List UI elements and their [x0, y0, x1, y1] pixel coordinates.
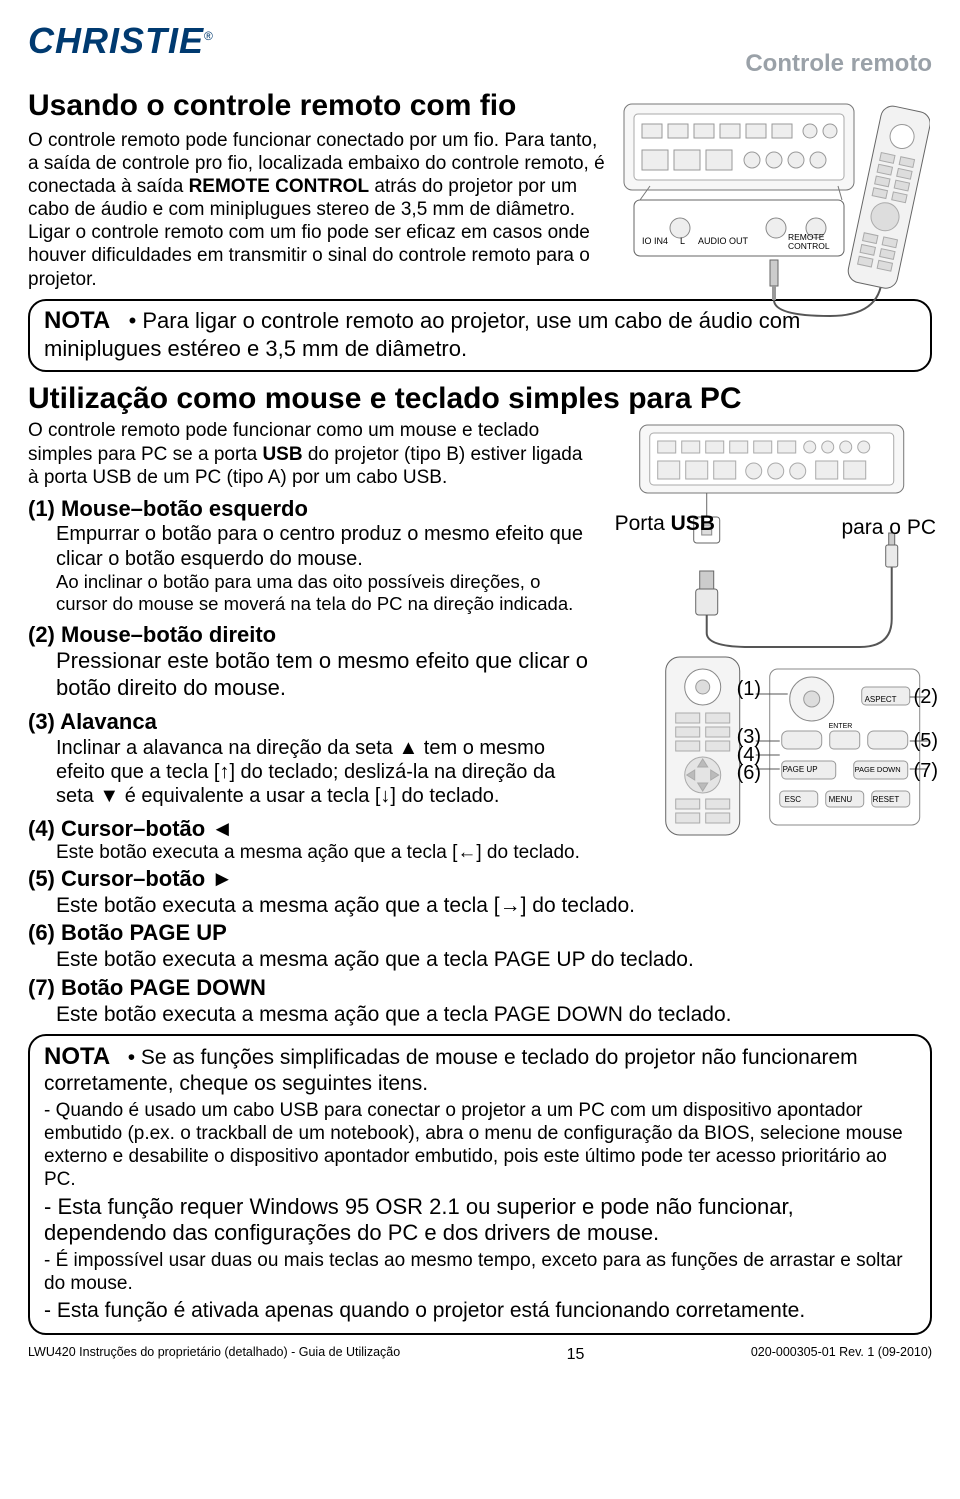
item-5: (5) Cursor–botão ► Este botão executa a … [28, 865, 932, 920]
item-6: (6) Botão PAGE UP Este botão executa a m… [28, 919, 932, 974]
footer-left: LWU420 Instruções do proprietário (detal… [28, 1345, 400, 1365]
keyword-usb: USB [262, 444, 302, 465]
brand-logo: CHRISTIE® [28, 18, 214, 63]
callout-7: (7) [914, 759, 938, 784]
nota2-item-1: - Quando é usado um cabo USB para conect… [44, 1099, 916, 1192]
item-1-head: (1) Mouse–botão esquerdo [28, 495, 597, 523]
diagram-wired-remote: IO IN4 L AUDIO OUT REMOTECONTROL [620, 100, 930, 320]
logo-reg: ® [204, 29, 214, 43]
intro2-paragraph: O controle remoto pode funcionar como um… [28, 419, 597, 489]
item-6-body: Este botão executa a mesma ação que a te… [56, 947, 694, 973]
item-4-body: Este botão executa a mesma ação que a te… [56, 842, 597, 864]
keyword-remote-control: REMOTE CONTROL [189, 176, 370, 197]
intro-paragraph: O controle remoto pode funcionar conecta… [28, 129, 607, 291]
item-2-head: (2) Mouse–botão direito [28, 621, 597, 649]
nota1-label: NOTA [44, 307, 110, 334]
item-1: (1) Mouse–botão esquerdo Empurrar o botã… [28, 495, 597, 615]
item-7-head: (7) Botão PAGE DOWN [28, 975, 266, 1000]
nota2-label: NOTA [44, 1043, 110, 1070]
item-1-body: Empurrar o botão para o centro produz o … [56, 522, 597, 571]
btn-reset: RESET [873, 795, 900, 805]
item-7: (7) Botão PAGE DOWN Este botão executa a… [28, 974, 932, 1029]
page-footer: LWU420 Instruções do proprietário (detal… [28, 1345, 932, 1365]
item-5-head: (5) Cursor–botão ► [28, 866, 233, 891]
label-para-pc: para o PC [841, 515, 936, 541]
item-6-head: (6) Botão PAGE UP [28, 920, 227, 945]
callout-1: (1) [737, 677, 761, 702]
btn-enter: ENTER [829, 723, 853, 732]
item-2: (2) Mouse–botão direito Pressionar este … [28, 621, 597, 702]
callout-2: (2) [914, 685, 938, 710]
btn-pageup: PAGE UP [783, 765, 818, 775]
heading-mouse-keyboard: Utilização como mouse e teclado simples … [28, 380, 932, 418]
nota2-item-2: - Esta função requer Windows 95 OSR 2.1 … [44, 1194, 916, 1248]
note-box-2: NOTA • Se as funções simplificadas de mo… [28, 1034, 932, 1335]
callout-5: (5) [914, 729, 938, 754]
btn-menu: MENU [829, 795, 853, 805]
btn-aspect: ASPECT [865, 695, 897, 705]
callout-6: (6) [737, 761, 761, 786]
label-L: L [680, 236, 685, 247]
item-4-head: (4) Cursor–botão ◄ [28, 815, 597, 843]
item-2-body: Pressionar este botão tem o mesmo efeito… [56, 648, 597, 702]
label-porta-usb: Porta USB [615, 511, 715, 537]
item-3: (3) Alavanca Inclinar a alavanca na dire… [28, 708, 597, 809]
item-5-body: Este botão executa a mesma ação que a te… [56, 893, 635, 919]
nota2-lead: • Se as funções simplificadas de mouse e… [44, 1046, 858, 1095]
btn-pagedown: PAGE DOWN [855, 765, 901, 774]
diagram-mouse-keyboard: Porta USB para o PC (1) (2) (3) (4) (5) … [607, 419, 932, 839]
nota2-item-3: - É impossível usar duas ou mais teclas … [44, 1249, 916, 1295]
nota2-item-4: - Esta função é ativada apenas quando o … [44, 1298, 916, 1324]
logo-text: CHRISTIE [28, 20, 204, 61]
label-io-in4: IO IN4 [642, 236, 668, 247]
footer-right: 020-000305-01 Rev. 1 (09-2010) [751, 1345, 932, 1365]
item-7-body: Este botão executa a mesma ação que a te… [56, 1002, 731, 1028]
label-audio-out: AUDIO OUT [698, 236, 748, 247]
item-3-body: Inclinar a alavanca na direção da seta ▲… [56, 736, 597, 809]
item-3-head: (3) Alavanca [28, 708, 597, 736]
item-1-body-sm: Ao inclinar o botão para uma das oito po… [56, 571, 597, 615]
btn-esc: ESC [785, 795, 801, 805]
label-remote-control: REMOTECONTROL [788, 233, 830, 250]
item-4: (4) Cursor–botão ◄ Este botão executa a … [28, 815, 597, 865]
footer-page-number: 15 [546, 1345, 606, 1365]
